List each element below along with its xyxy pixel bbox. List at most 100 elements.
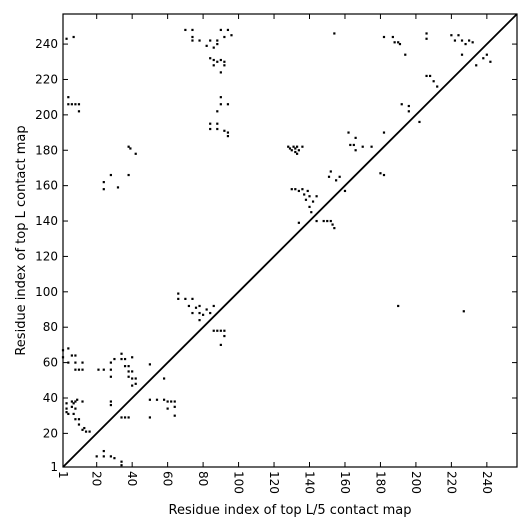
upper-contact-point	[425, 74, 428, 78]
upper-contact-point	[315, 219, 318, 223]
plot-frame	[62, 13, 518, 468]
upper-contact-point	[294, 188, 297, 191]
upper-contact-point	[209, 39, 212, 42]
lower-contact-point	[155, 398, 159, 401]
upper-contact-point	[361, 145, 364, 148]
upper-contact-point	[382, 131, 386, 134]
lower-contact-point	[127, 365, 130, 368]
upper-contact-point	[127, 173, 130, 177]
upper-contact-point	[429, 74, 432, 78]
y-tick-label: 160	[35, 179, 58, 193]
lower-contact-point	[148, 398, 151, 401]
upper-contact-point	[407, 110, 410, 113]
lower-contact-point	[77, 423, 81, 426]
upper-contact-point	[198, 39, 201, 42]
x-tick-label: 180	[373, 471, 387, 494]
data-marks	[61, 28, 492, 467]
lower-contact-point	[173, 400, 176, 403]
lower-contact-point	[131, 356, 134, 359]
upper-contact-point	[219, 58, 222, 62]
lower-contact-point	[109, 455, 112, 458]
upper-contact-point	[226, 28, 230, 32]
upper-contact-point	[191, 39, 194, 42]
lower-contact-point	[120, 460, 123, 463]
upper-contact-point	[209, 57, 212, 60]
lower-contact-point	[83, 426, 86, 430]
lower-contact-point	[70, 405, 73, 408]
upper-contact-point	[219, 71, 222, 74]
upper-contact-point	[216, 127, 219, 131]
lower-contact-point	[198, 304, 201, 308]
upper-contact-point	[77, 103, 81, 106]
diagonal-line	[62, 13, 518, 468]
lower-contact-point	[187, 304, 191, 308]
upper-contact-point	[216, 110, 219, 113]
lower-contact-point	[162, 398, 166, 401]
lower-contact-point	[198, 311, 201, 315]
lower-contact-point	[74, 368, 77, 371]
lower-contact-point	[120, 464, 123, 467]
upper-contact-point	[223, 60, 226, 63]
upper-contact-point	[297, 149, 300, 152]
lower-contact-point	[131, 384, 134, 387]
lower-contact-point	[74, 354, 77, 357]
lower-contact-point	[123, 365, 127, 368]
upper-contact-point	[432, 80, 435, 83]
upper-contact-point	[310, 211, 313, 214]
lower-contact-point	[166, 400, 169, 403]
upper-contact-point	[322, 219, 325, 223]
lower-contact-point	[70, 354, 73, 357]
lower-contact-point	[177, 297, 180, 300]
lower-contact-point	[102, 368, 105, 371]
lower-contact-point	[81, 428, 84, 431]
upper-contact-point	[209, 127, 212, 131]
upper-contact-point	[343, 189, 347, 193]
upper-contact-point	[216, 39, 219, 42]
lower-contact-point	[113, 357, 116, 361]
lower-contact-point	[81, 361, 84, 364]
upper-contact-point	[129, 147, 132, 150]
upper-contact-point	[294, 147, 297, 150]
upper-contact-point	[127, 145, 130, 148]
lower-contact-point	[72, 412, 75, 416]
upper-contact-point	[216, 122, 219, 125]
upper-contact-point	[292, 145, 295, 148]
upper-contact-point	[450, 34, 453, 37]
lower-contact-point	[131, 377, 134, 380]
lower-contact-point	[65, 407, 68, 410]
lower-contact-point	[76, 398, 79, 401]
upper-contact-point	[347, 131, 350, 134]
x-tick-label: 220	[444, 471, 458, 494]
upper-contact-point	[329, 170, 332, 173]
x-axis-ticks: 1 20 40 60 80 100 120 140 160 180 200 220 240	[56, 14, 494, 494]
x-tick-label: 240	[480, 471, 494, 494]
lower-contact-point	[127, 416, 130, 419]
upper-contact-point	[398, 42, 402, 46]
upper-contact-point	[134, 152, 137, 155]
x-tick-label: 60	[161, 471, 175, 486]
upper-contact-point	[471, 41, 474, 44]
x-tick-label: 80	[196, 471, 210, 486]
lower-contact-point	[191, 311, 194, 315]
upper-contact-point	[460, 39, 464, 42]
upper-contact-point	[65, 37, 68, 40]
y-tick-label: 100	[35, 285, 58, 299]
upper-contact-point	[297, 189, 300, 193]
upper-contact-point	[349, 143, 352, 147]
upper-contact-point	[404, 53, 407, 56]
lower-contact-point	[109, 400, 112, 403]
upper-contact-point	[391, 35, 394, 39]
lower-contact-point	[113, 457, 116, 460]
upper-contact-point	[212, 46, 215, 49]
upper-contact-point	[102, 181, 105, 184]
upper-contact-point	[489, 60, 492, 63]
lower-contact-point	[88, 430, 91, 433]
upper-contact-point	[77, 110, 81, 113]
upper-contact-point	[335, 179, 338, 182]
upper-contact-point	[288, 147, 292, 150]
x-tick-label: 200	[409, 471, 423, 494]
upper-contact-point	[326, 219, 329, 223]
y-tick-label: 1	[50, 460, 58, 474]
lower-contact-point	[67, 347, 70, 350]
